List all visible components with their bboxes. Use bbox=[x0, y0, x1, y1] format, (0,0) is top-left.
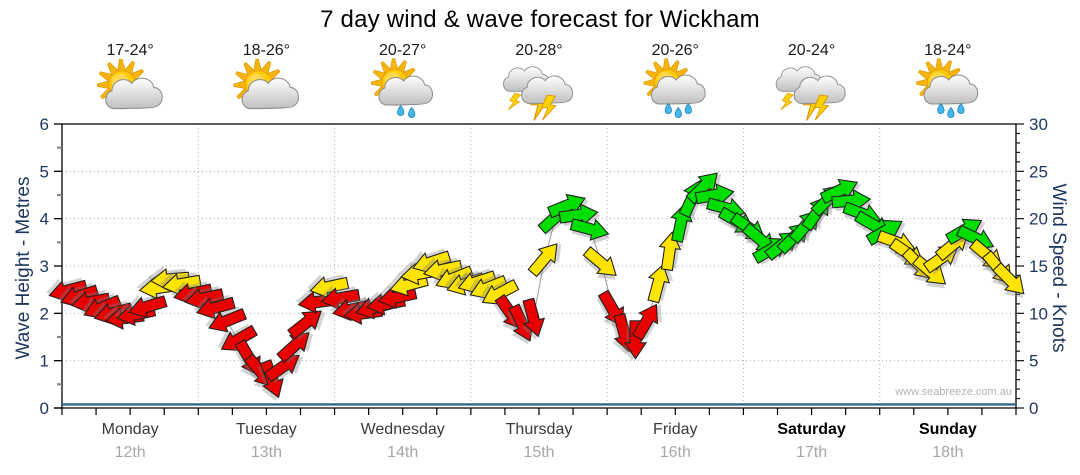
right-axis-tick-label: 25 bbox=[1029, 162, 1048, 181]
wind-arrow bbox=[454, 268, 497, 294]
raindrop-icon bbox=[684, 102, 692, 114]
day-label: Sunday bbox=[918, 421, 977, 438]
wind-arrow bbox=[582, 245, 617, 280]
right-axis-tick-label: 30 bbox=[1029, 115, 1048, 134]
right-axis-tick-label: 0 bbox=[1029, 399, 1038, 418]
wind-arrow bbox=[520, 297, 546, 340]
date-label: 17th bbox=[795, 444, 828, 461]
left-axis-tick-label: 4 bbox=[40, 210, 49, 229]
raindrop-icon bbox=[674, 106, 682, 118]
weather-icon-sun-cloud bbox=[233, 58, 299, 110]
cloud-icon bbox=[923, 74, 979, 105]
weather-icon-storm bbox=[775, 66, 846, 121]
weather-icon-sun-cloud bbox=[97, 58, 163, 110]
wind-arrow bbox=[420, 257, 463, 282]
lightning-icon bbox=[813, 94, 830, 121]
wind-arrow bbox=[159, 271, 202, 296]
left-axis-tick-label: 1 bbox=[40, 352, 49, 371]
cloud-icon bbox=[651, 74, 706, 105]
weather-icon-storm bbox=[503, 66, 573, 121]
temperature-range: 18-26° bbox=[242, 42, 291, 59]
temperature-range: 18-24° bbox=[924, 42, 972, 59]
temperature-range: 17-24° bbox=[106, 42, 154, 59]
date-label: 16th bbox=[659, 444, 691, 461]
temperature-range: 20-28° bbox=[515, 42, 563, 59]
date-label: 12th bbox=[114, 444, 146, 461]
raindrop-icon bbox=[408, 106, 416, 118]
wind-arrow bbox=[57, 282, 100, 309]
day-label: Tuesday bbox=[236, 421, 297, 438]
right-axis-tick-label: 5 bbox=[1029, 352, 1038, 371]
wind-arrow bbox=[569, 218, 610, 245]
right-axis-tick-label: 15 bbox=[1029, 257, 1048, 276]
wind-arrow bbox=[307, 274, 350, 299]
day-label: Wednesday bbox=[360, 421, 445, 438]
wind-arrow bbox=[125, 293, 168, 319]
weather-icon-sun-cloud-rain2 bbox=[370, 58, 433, 118]
temperature-range: 20-27° bbox=[379, 42, 427, 59]
cloud-icon bbox=[105, 77, 163, 110]
watermark: www.seabreeze.com.au bbox=[895, 386, 1012, 398]
raindrop-icon bbox=[957, 102, 965, 114]
right-axis-tick-label: 10 bbox=[1029, 304, 1048, 323]
page-title: 7 day wind & wave forecast for Wickham bbox=[320, 6, 760, 33]
wind-arrow bbox=[318, 285, 361, 310]
day-label: Saturday bbox=[777, 421, 846, 438]
date-label: 13th bbox=[250, 444, 282, 461]
weather-icon-sun-cloud-rain3 bbox=[916, 58, 979, 118]
raindrop-icon bbox=[937, 102, 945, 114]
lightning-icon bbox=[780, 92, 794, 110]
wind-arrow bbox=[182, 285, 225, 310]
wind-arrow bbox=[647, 263, 674, 304]
date-label: 14th bbox=[387, 444, 419, 461]
left-axis-tick-label: 6 bbox=[40, 115, 49, 134]
raindrop-icon bbox=[397, 104, 405, 116]
temperature-range: 20-24° bbox=[787, 42, 836, 59]
raindrop-icon bbox=[947, 106, 955, 118]
left-axis-tick-label: 2 bbox=[40, 304, 49, 323]
left-axis-tick-label: 3 bbox=[40, 257, 49, 276]
cloud-icon bbox=[521, 75, 573, 104]
day-label: Thursday bbox=[505, 421, 573, 438]
wind-arrow bbox=[276, 332, 314, 364]
cloud-icon bbox=[241, 77, 299, 110]
right-axis-tick-label: 20 bbox=[1029, 210, 1048, 229]
left-axis-tick-label: 0 bbox=[40, 399, 49, 418]
wind-arrow bbox=[205, 306, 248, 333]
cloud-icon bbox=[793, 75, 846, 104]
wind-arrow bbox=[193, 294, 236, 320]
lightning-icon bbox=[541, 94, 557, 121]
weather-icon-sun-cloud-rain3 bbox=[643, 58, 706, 118]
date-label: 15th bbox=[523, 444, 555, 461]
day-label: Friday bbox=[653, 421, 698, 438]
day-label: Monday bbox=[101, 421, 159, 438]
wind-arrow bbox=[631, 303, 662, 341]
temperature-range: 20-26° bbox=[651, 42, 699, 59]
left-axis-tick-label: 5 bbox=[40, 162, 49, 181]
date-label: 18th bbox=[932, 444, 964, 461]
wind-arrow bbox=[992, 262, 1025, 298]
wind-arrow bbox=[527, 243, 562, 278]
wind-arrow bbox=[409, 248, 452, 274]
cloud-icon bbox=[378, 75, 433, 106]
wind-arrow bbox=[287, 310, 326, 341]
wind-arrow bbox=[68, 289, 111, 314]
raindrop-icon bbox=[664, 102, 672, 114]
lightning-icon bbox=[508, 92, 522, 110]
